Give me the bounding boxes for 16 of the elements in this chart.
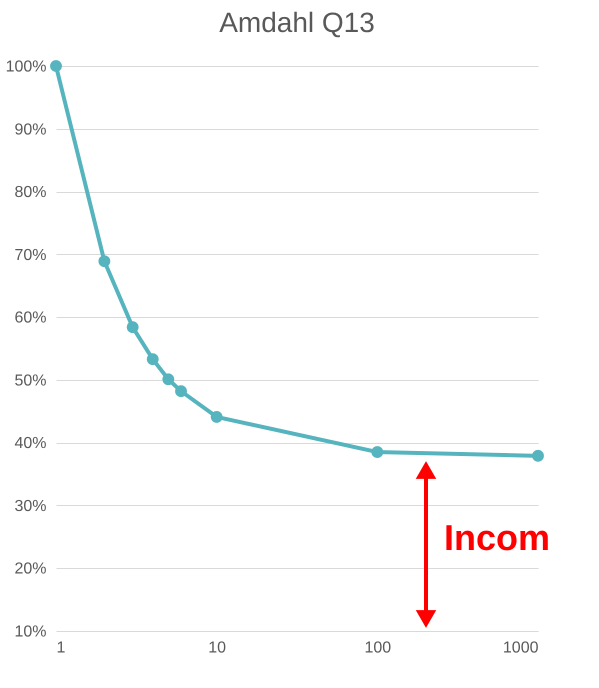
x-tick-label: 1000 — [502, 640, 539, 656]
x-tick-label: 100 — [364, 640, 392, 656]
annotation: Incom — [444, 517, 550, 558]
y-tick-label: 40% — [14, 435, 46, 452]
y-tick-label: 80% — [14, 184, 46, 202]
y-tick-label: 30% — [14, 498, 46, 515]
y-tick-label: 90% — [14, 121, 46, 138]
y-tick-label: 20% — [14, 560, 46, 578]
y-tick-label: 60% — [14, 310, 46, 327]
x-tick-label: 1 — [56, 640, 66, 656]
x-tick-label: 10 — [208, 640, 226, 656]
y-tick-label: 100% — [6, 58, 46, 76]
chart-title: Amdahl Q13 — [219, 7, 375, 38]
y-tick-label: 50% — [14, 372, 46, 390]
y-tick-label: 70% — [14, 246, 46, 264]
y-tick-label: 10% — [14, 624, 46, 640]
